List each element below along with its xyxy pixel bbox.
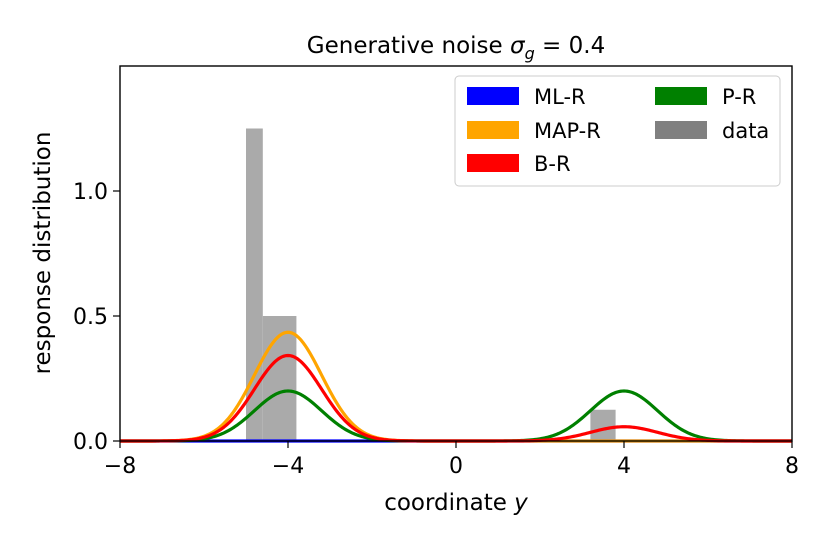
legend-items: ML-R MAP-R B-R P-R data <box>467 85 769 176</box>
y-tick-label: 0.5 <box>73 305 108 330</box>
legend-swatch-b-r <box>467 154 519 172</box>
legend-label-data: data <box>722 119 769 143</box>
y-tick-label: 1.0 <box>73 180 108 205</box>
chart-title-subscript: g <box>525 44 535 63</box>
legend-swatch-p-r <box>655 87 707 105</box>
series-line-b-r <box>120 353 792 443</box>
x-axis-label-text: coordinate <box>384 490 514 516</box>
x-tick-label: 4 <box>617 454 631 479</box>
histogram-bar-3 <box>590 409 616 441</box>
legend-swatch-map-r <box>467 121 519 139</box>
series-line-p-r <box>120 389 792 443</box>
chart-title-text: Generative noise <box>307 33 510 59</box>
chart-title: Generative noise σg = 0.4 <box>307 33 605 63</box>
series-lines-layer <box>120 330 792 443</box>
x-tick-label: −4 <box>272 454 304 479</box>
y-tick-label: 0.0 <box>73 430 108 455</box>
y-axis-label: response distribution <box>30 132 56 375</box>
histogram-layer <box>246 128 616 441</box>
legend-swatch-ml-r <box>467 87 519 105</box>
x-tick-label: 0 <box>449 454 463 479</box>
legend: ML-R MAP-R B-R P-R data <box>454 75 781 187</box>
legend-label-p-r: P-R <box>722 85 756 109</box>
x-tick-label: 8 <box>785 454 799 479</box>
chart-title-sigma: σ <box>510 33 526 59</box>
legend-swatch-data <box>655 121 707 139</box>
x-tick-label: −8 <box>104 454 136 479</box>
legend-label-map-r: MAP-R <box>534 119 601 143</box>
legend-label-ml-r: ML-R <box>534 85 586 109</box>
ticks-layer: −8 −4 0 4 8 0.0 0.5 1.0 <box>73 180 799 479</box>
legend-label-b-r: B-R <box>534 152 571 176</box>
x-axis-label-variable: y <box>513 490 528 516</box>
chart-title-value: = 0.4 <box>535 33 605 59</box>
series-line-map-r <box>120 330 792 443</box>
histogram-bar-1 <box>246 128 263 441</box>
x-axis-label: coordinate y <box>384 490 528 516</box>
